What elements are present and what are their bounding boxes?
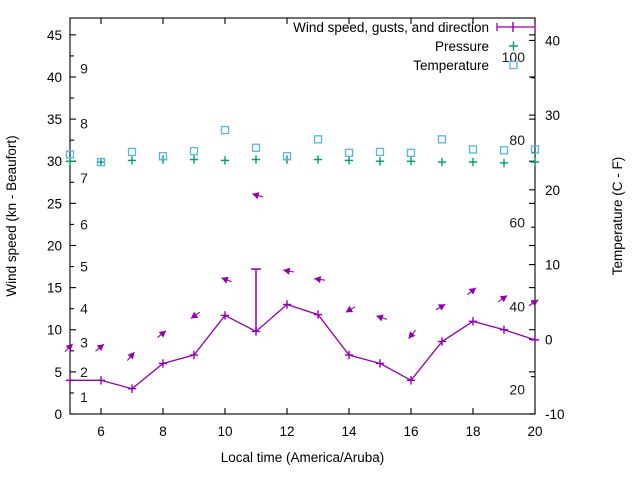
x-tick-label: 6 — [97, 424, 105, 439]
beaufort-label: 1 — [80, 389, 88, 405]
y-tick-label: 40 — [47, 70, 62, 85]
y2-tick-label: 30 — [545, 108, 560, 123]
y2-tick-label: 10 — [545, 258, 560, 273]
legend-label: Wind speed, gusts, and direction — [293, 20, 489, 35]
pressure-point — [96, 157, 106, 167]
y2-tick-label: 20 — [545, 183, 560, 198]
fahrenheit-label: 60 — [509, 215, 525, 231]
pressure-point — [530, 157, 540, 167]
y-axis-title: Wind speed (kn - Beaufort) — [4, 135, 19, 296]
x-tick-label: 18 — [465, 424, 480, 439]
x-tick-label: 14 — [341, 424, 357, 439]
wind-direction-arrow — [408, 329, 417, 339]
beaufort-label: 8 — [80, 115, 88, 131]
pressure-point — [313, 155, 323, 164]
beaufort-label: 6 — [80, 216, 88, 232]
temperature-point — [499, 146, 509, 155]
x-tick-label: 20 — [527, 424, 542, 439]
y-tick-label: 10 — [47, 323, 62, 338]
x-tick-label: 16 — [403, 424, 418, 439]
pressure-point — [437, 157, 447, 167]
temperature-point — [96, 157, 106, 167]
pressure-point — [189, 155, 199, 164]
pressure-point — [468, 157, 478, 167]
x-axis-title: Local time (America/Aruba) — [221, 450, 385, 465]
x-tick-label: 12 — [279, 424, 294, 439]
fahrenheit-label: 80 — [509, 132, 525, 148]
wind-direction-arrow — [157, 330, 167, 338]
y-tick-label: 30 — [47, 154, 62, 169]
wind-direction-arrow — [283, 267, 295, 275]
temperature-point — [251, 143, 261, 152]
wind-direction-arrow — [126, 351, 135, 361]
wind-direction-arrow — [497, 295, 508, 303]
temperature-point — [189, 146, 199, 156]
temperature-point — [468, 145, 478, 154]
temperature-point — [65, 150, 75, 159]
beaufort-label: 7 — [80, 170, 88, 186]
temperature-point — [375, 147, 385, 157]
y2-tick-label: 40 — [545, 33, 560, 48]
y2-axis-title: Temperature (C - F) — [610, 157, 625, 276]
wind-direction-arrow — [252, 192, 264, 200]
wind-direction-arrow — [345, 305, 356, 313]
y-tick-label: 20 — [47, 238, 62, 253]
wind-direction-arrow — [64, 343, 74, 353]
wind-speed-line — [70, 303, 536, 390]
beaufort-label: 4 — [80, 301, 88, 317]
wind-direction-arrow — [221, 276, 232, 284]
pressure-point — [220, 156, 230, 165]
y2-tick-label: -10 — [545, 407, 565, 422]
fahrenheit-label: 20 — [509, 381, 525, 397]
y-tick-label: 0 — [54, 407, 62, 422]
fahrenheit-label: 100 — [502, 49, 526, 65]
beaufort-label: 5 — [80, 259, 88, 275]
wind-direction-arrow — [314, 275, 326, 284]
plot-frame — [69, 17, 536, 415]
pressure-point — [127, 156, 137, 165]
y2-tick-label: 0 — [545, 332, 553, 347]
y-tick-label: 35 — [47, 112, 62, 127]
temperature-point — [220, 125, 230, 135]
x-tick-label: 10 — [217, 424, 232, 439]
temperature-point — [344, 148, 354, 157]
beaufort-label: 9 — [80, 61, 88, 77]
beaufort-label: 3 — [80, 334, 88, 350]
temperature-point — [406, 148, 416, 157]
x-tick-label: 8 — [159, 424, 167, 439]
y-tick-label: 5 — [54, 365, 62, 380]
wind-direction-arrow — [95, 343, 105, 352]
fahrenheit-label: 40 — [509, 298, 525, 314]
temperature-point — [313, 135, 323, 144]
pressure-point — [499, 158, 509, 168]
wind-direction-arrow — [467, 287, 477, 295]
legend-marker-temperature — [509, 60, 518, 70]
legend-label: Pressure — [435, 39, 489, 54]
pressure-point — [375, 157, 385, 166]
beaufort-label: 2 — [80, 364, 88, 380]
pressure-point — [406, 157, 416, 166]
temperature-point — [127, 147, 137, 157]
temperature-point — [158, 152, 168, 161]
pressure-point — [251, 155, 261, 164]
legend-label: Temperature — [413, 58, 489, 73]
temperature-point — [530, 145, 540, 154]
y-tick-label: 25 — [47, 196, 62, 211]
wind-direction-arrow — [528, 299, 539, 307]
wind-direction-arrow — [190, 311, 201, 319]
temperature-point — [437, 135, 447, 144]
wind-direction-arrow — [435, 303, 446, 311]
wind-direction-arrow — [376, 314, 387, 322]
temperature-point — [282, 152, 292, 161]
pressure-point — [344, 156, 354, 165]
y-tick-label: 45 — [47, 28, 62, 43]
y-tick-label: 15 — [47, 281, 62, 296]
